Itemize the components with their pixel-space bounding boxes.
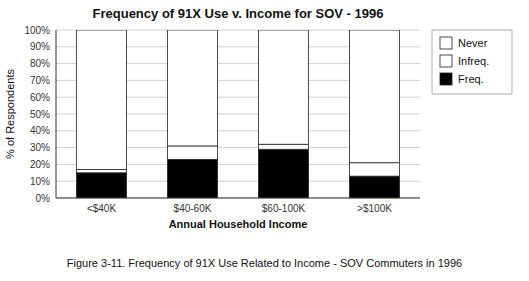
- grid-line: [56, 198, 420, 199]
- y-tick-label: 10%: [30, 176, 50, 187]
- y-tick-label: 70%: [30, 75, 50, 86]
- y-tick-label: 50%: [30, 109, 50, 120]
- bar-segment: [349, 163, 399, 176]
- legend-swatch: [440, 37, 452, 49]
- chart: 0% 10% 20% 30% 40% 50% 60% 70% 80% 90% 100% <$40K $4…: [0, 0, 529, 281]
- bar-segment: [349, 176, 399, 198]
- legend: Never Infreq. Freq.: [432, 30, 512, 94]
- grid: [56, 30, 420, 198]
- legend-label: Never: [458, 37, 488, 49]
- x-tick-label: $40-60K: [174, 203, 212, 214]
- y-tick-label: 0%: [36, 193, 51, 204]
- bar-segment: [76, 173, 126, 198]
- legend-swatch: [440, 73, 452, 85]
- bar-segment: [167, 159, 217, 198]
- x-tick-label: $60-100K: [262, 203, 306, 214]
- legend-box: [432, 30, 512, 94]
- caption: Figure 3-11. Frequency of 91X Use Relate…: [67, 257, 462, 269]
- bar-segment: [349, 30, 399, 163]
- y-axis-label: % of Respondents: [4, 69, 16, 159]
- bars: [76, 30, 399, 198]
- legend-label: Freq.: [458, 73, 484, 85]
- legend-swatch: [440, 55, 452, 67]
- x-axis: [56, 198, 420, 199]
- bar-segment: [258, 149, 308, 198]
- x-axis-label: Annual Household Income: [169, 218, 308, 230]
- x-tick-label: <$40K: [87, 203, 117, 214]
- y-tick-label: 30%: [30, 142, 50, 153]
- bar-segment: [258, 30, 308, 144]
- bar-segment: [76, 169, 126, 172]
- y-tick-label: 90%: [30, 41, 50, 52]
- y-tick-label: 60%: [30, 92, 50, 103]
- y-tick-label: 80%: [30, 58, 50, 69]
- y-axis: [56, 30, 57, 198]
- y-tick-label: 20%: [30, 159, 50, 170]
- bar-segment: [167, 30, 217, 146]
- x-tick-label: >$100K: [357, 203, 392, 214]
- bar-segment: [76, 30, 126, 169]
- title: Frequency of 91X Use v. Income for SOV -…: [93, 6, 384, 21]
- y-tick-label: 100%: [24, 25, 50, 36]
- bar-segment: [167, 146, 217, 159]
- legend-label: Infreq.: [458, 55, 489, 67]
- bar-segment: [258, 144, 308, 149]
- y-tick-label: 40%: [30, 125, 50, 136]
